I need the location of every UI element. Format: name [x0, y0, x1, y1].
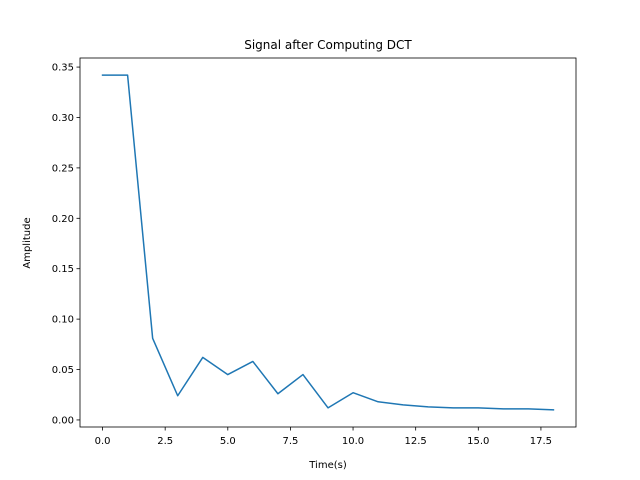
x-tick-label: 0.0: [95, 436, 111, 447]
y-tick-label: 0.15: [52, 264, 74, 275]
x-tick-label: 7.5: [282, 436, 298, 447]
y-axis: 0.00 0.05 0.10 0.15 0.20 0.25 0.30 0.35: [52, 63, 80, 426]
series-line: [101, 74, 555, 411]
x-tick-label: 10.0: [342, 436, 364, 447]
y-tick-label: 0.10: [52, 315, 74, 326]
x-tick-label: 12.5: [405, 436, 427, 447]
plot-area: [79, 57, 577, 428]
y-tick-label: 0.05: [52, 365, 74, 376]
y-tick-label: 0.20: [52, 214, 74, 225]
y-tick-label: 0.30: [52, 113, 74, 124]
x-tick-label: 17.5: [530, 436, 552, 447]
y-tick-label: 0.25: [52, 163, 74, 174]
chart-title: Signal after Computing DCT: [244, 38, 412, 52]
plot-frame: [79, 57, 577, 428]
x-tick-label: 5.0: [220, 436, 236, 447]
y-tick-label: 0.35: [52, 63, 74, 74]
x-tick-label: 2.5: [157, 436, 173, 447]
x-tick-label: 15.0: [467, 436, 489, 447]
y-axis-label: Amplitude: [22, 217, 33, 268]
x-axis-label: Time(s): [308, 460, 347, 471]
x-axis: 0.0 2.5 5.0 7.5 10.0 12.5 15.0 17.5: [95, 427, 552, 447]
y-tick-label: 0.00: [52, 415, 74, 426]
